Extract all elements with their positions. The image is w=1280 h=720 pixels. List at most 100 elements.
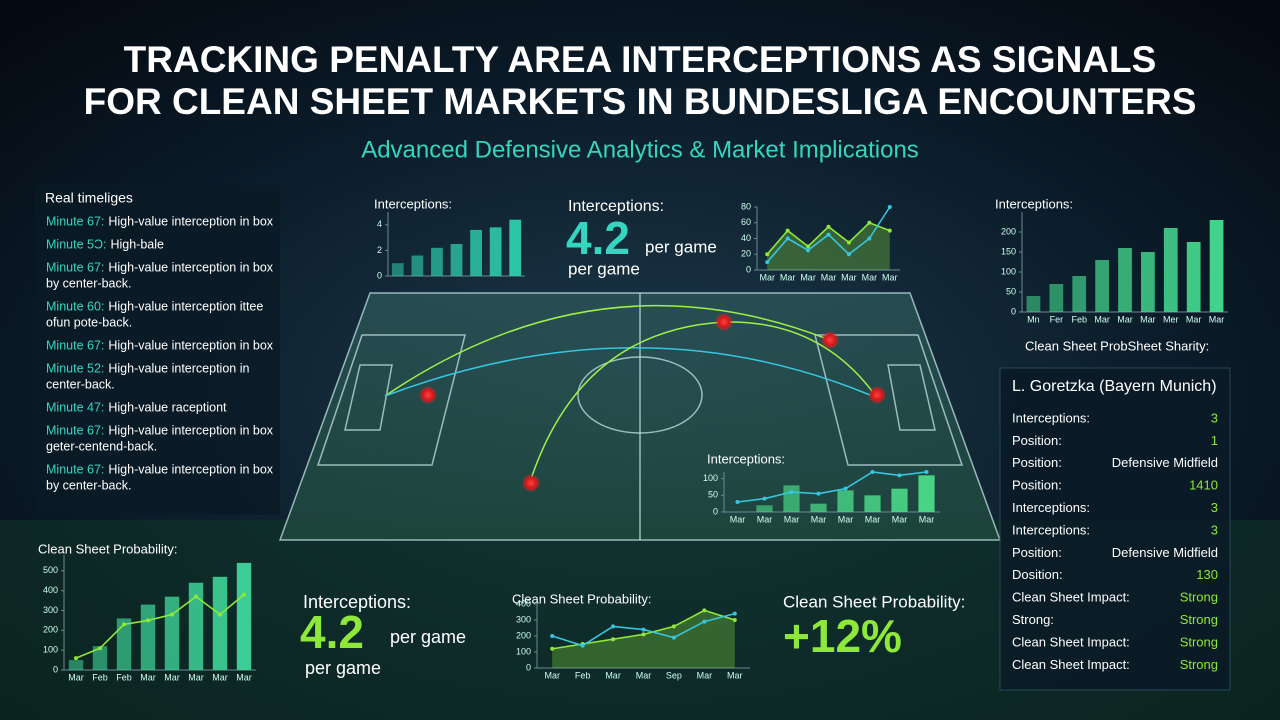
point: [580, 643, 585, 648]
bar: [470, 229, 482, 276]
y-tick-label: 0: [53, 664, 58, 674]
point: [611, 637, 616, 642]
bar: [1163, 228, 1178, 312]
y-tick-label: 300: [43, 605, 58, 615]
x-tick-label: Mar: [636, 670, 652, 680]
stat-unit: per game: [645, 237, 717, 256]
timeline-text: High-value raceptiont: [108, 400, 227, 414]
subtitle: Advanced Defensive Analytics & Market Im…: [361, 136, 919, 163]
bar: [783, 485, 800, 512]
x-tick-label: Mar: [757, 514, 773, 524]
point: [146, 618, 150, 623]
bar: [756, 505, 773, 512]
bar: [810, 503, 827, 512]
x-tick-label: Mar: [841, 272, 857, 282]
point: [702, 608, 707, 613]
y-tick-label: 4: [377, 219, 382, 229]
x-tick-label: Mar: [759, 272, 775, 282]
point: [887, 228, 892, 233]
row-label: Strong:: [1012, 612, 1054, 627]
line: [737, 471, 927, 503]
bar: [1186, 242, 1201, 312]
y-tick-label: 60: [741, 217, 751, 227]
point: [641, 627, 646, 632]
bar: [1026, 296, 1041, 312]
y-tick-label: 20: [741, 249, 751, 259]
bar: [1141, 252, 1155, 312]
point: [735, 500, 740, 504]
title-line: FOR CLEAN SHEET MARKETS IN BUNDESLIGA EN…: [84, 81, 1197, 122]
line: [75, 594, 245, 659]
y-tick-label: 400: [43, 585, 58, 595]
stat-label: Clean Sheet Probability:: [783, 592, 965, 611]
point: [887, 205, 892, 209]
timeline-text: center-back.: [46, 377, 115, 391]
x-tick-label: Mar: [862, 272, 878, 282]
y-tick-label: 400: [516, 598, 531, 608]
row-value: Defensive Midfield: [1112, 545, 1218, 560]
y-tick-label: 100: [43, 645, 58, 655]
chart-title: Clean Sheet Probability:: [38, 541, 177, 556]
y-tick-label: 0: [746, 264, 751, 274]
timeline-minute: Minute 47:: [46, 400, 104, 414]
x-tick-label: Feb: [92, 672, 108, 682]
alert-markers: [419, 313, 886, 492]
row-value: 3: [1211, 500, 1218, 515]
row-label: Dosition:: [1012, 567, 1063, 582]
timeline-minute: Minute 67:: [46, 423, 104, 437]
point: [732, 611, 737, 616]
x-tick-label: Mar: [1140, 314, 1156, 324]
point: [671, 635, 676, 640]
timeline-minute: Minute 67:: [46, 214, 104, 228]
x-tick-label: Mar: [605, 670, 621, 680]
bar: [489, 227, 502, 276]
point: [170, 612, 174, 617]
x-tick-label: Feb: [1071, 314, 1087, 324]
x-tick-label: Mar: [882, 272, 898, 282]
stat-note: per game: [305, 658, 381, 678]
player-panel: [999, 367, 1231, 691]
stat-unit: per game: [390, 627, 466, 647]
row-value: Strong: [1180, 634, 1218, 649]
point: [846, 252, 851, 257]
y-tick-label: 0: [377, 270, 382, 280]
point: [671, 624, 676, 629]
row-value: Defensive Midfield: [1112, 455, 1218, 470]
y-tick-label: 200: [1001, 226, 1016, 236]
y-tick-label: 50: [1006, 286, 1016, 296]
x-tick-label: Mar: [730, 514, 746, 524]
timeline-panel: [35, 185, 280, 515]
timeline-minute: Minute 67:: [46, 338, 104, 352]
x-tick-label: Mar: [821, 272, 837, 282]
y-tick-label: 500: [43, 565, 58, 575]
bar: [212, 576, 228, 670]
point: [789, 490, 794, 494]
x-tick-label: Mar: [697, 670, 713, 680]
chart-title: Clean Sheet Probability:: [512, 591, 651, 606]
row-value: Strong: [1180, 657, 1218, 672]
point: [641, 632, 646, 637]
y-tick-label: 100: [516, 646, 531, 656]
row-value: 130: [1196, 567, 1218, 582]
point: [218, 612, 222, 617]
timeline-text: High-bale: [110, 237, 164, 251]
row-value: 3: [1211, 522, 1218, 537]
player-heading: Clean Sheet ProbSheet Sharity:: [1025, 338, 1209, 353]
area-fill: [552, 610, 735, 668]
bar: [68, 660, 84, 670]
row-label: Clean Sheet Impact:: [1012, 590, 1130, 605]
player-name: L. Goretzka (Bayern Munich): [1012, 378, 1217, 395]
timeline-minute: Minute 67:: [46, 260, 104, 274]
x-tick-label: Mar: [1117, 314, 1133, 324]
x-tick-label: Mar: [68, 672, 84, 682]
x-tick-label: Mar: [919, 514, 935, 524]
timeline-text: High-value interception ittee: [108, 299, 263, 313]
y-tick-label: 2: [377, 245, 382, 255]
x-tick-label: Feb: [575, 670, 591, 680]
timeline-title: Real timeliges: [45, 190, 133, 206]
area-fill: [767, 222, 890, 270]
point: [74, 656, 78, 661]
timeline-text: High-value interception in box: [108, 423, 273, 437]
y-tick-label: 100: [1001, 266, 1016, 276]
